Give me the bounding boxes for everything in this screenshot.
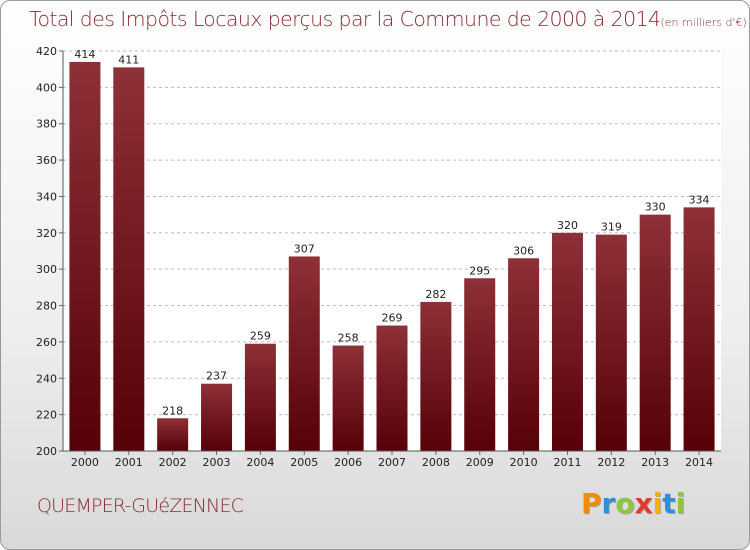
y-tick-label: 320 (36, 227, 57, 240)
y-tick-label: 340 (36, 190, 57, 203)
x-tick-label: 2014 (685, 456, 713, 469)
chart-title: Total des Impôts Locaux perçus par la Co… (29, 7, 747, 31)
y-tick-label: 300 (36, 263, 57, 276)
x-tick-label: 2002 (159, 456, 187, 469)
bar-value-label: 320 (557, 219, 578, 232)
bar-value-label: 269 (382, 312, 403, 325)
bar-value-label: 307 (294, 242, 315, 255)
x-tick-label: 2001 (115, 456, 143, 469)
bar-value-label: 237 (206, 370, 227, 383)
bar (244, 343, 276, 451)
bar (376, 325, 408, 451)
y-tick-label: 280 (36, 300, 57, 313)
logo-letter: r (601, 487, 616, 520)
y-tick-label: 200 (36, 445, 57, 458)
bar-value-label: 411 (118, 53, 139, 66)
chart-unit: (en milliers d'€) (660, 16, 747, 29)
bar (464, 278, 496, 451)
bar-value-label: 282 (425, 288, 446, 301)
bar-value-label: 334 (689, 193, 710, 206)
bar (288, 256, 320, 451)
logo-letter: x (634, 487, 653, 520)
y-tick-label: 400 (36, 81, 57, 94)
bar-value-label: 414 (74, 48, 95, 61)
bar (201, 383, 233, 451)
bar (683, 207, 715, 451)
y-tick-label: 240 (36, 372, 57, 385)
bar (508, 258, 540, 451)
x-tick-label: 2003 (203, 456, 231, 469)
x-tick-label: 2012 (597, 456, 625, 469)
bar (639, 214, 671, 451)
x-tick-label: 2009 (466, 456, 494, 469)
bar (595, 234, 627, 451)
bar (420, 301, 452, 451)
bar (69, 61, 101, 452)
bar (113, 67, 145, 451)
bar-value-label: 330 (645, 201, 666, 214)
bar-value-label: 295 (469, 264, 490, 277)
commune-name: QUEMPER-GUéZENNEC (37, 495, 244, 517)
bar-value-label: 306 (513, 244, 534, 257)
bar (551, 232, 583, 451)
x-tick-label: 2007 (378, 456, 406, 469)
logo-letter: o (615, 487, 635, 520)
x-tick-label: 2013 (641, 456, 669, 469)
x-tick-label: 2000 (71, 456, 99, 469)
logo-letter: P (581, 487, 602, 520)
x-tick-label: 2005 (290, 456, 318, 469)
proxiti-logo: Proxiti (581, 487, 685, 520)
x-tick-label: 2008 (422, 456, 450, 469)
bar-value-label: 259 (250, 330, 271, 343)
bar (157, 418, 189, 451)
x-tick-label: 2006 (334, 456, 362, 469)
logo-letter: t (662, 487, 676, 520)
y-tick-label: 420 (36, 45, 57, 58)
y-tick-label: 260 (36, 336, 57, 349)
logo-letter: i (652, 487, 663, 520)
x-tick-label: 2010 (510, 456, 538, 469)
chart-title-text: Total des Impôts Locaux perçus par la Co… (29, 7, 661, 31)
x-tick-label: 2004 (246, 456, 274, 469)
bar-value-label: 258 (338, 332, 359, 345)
y-tick-label: 380 (36, 118, 57, 131)
y-tick-label: 360 (36, 154, 57, 167)
y-tick-label: 220 (36, 409, 57, 422)
bar (332, 345, 364, 451)
bar-value-label: 218 (162, 404, 183, 417)
bar-value-label: 319 (601, 221, 622, 234)
x-tick-label: 2011 (553, 456, 581, 469)
logo-letter: i (675, 487, 686, 520)
